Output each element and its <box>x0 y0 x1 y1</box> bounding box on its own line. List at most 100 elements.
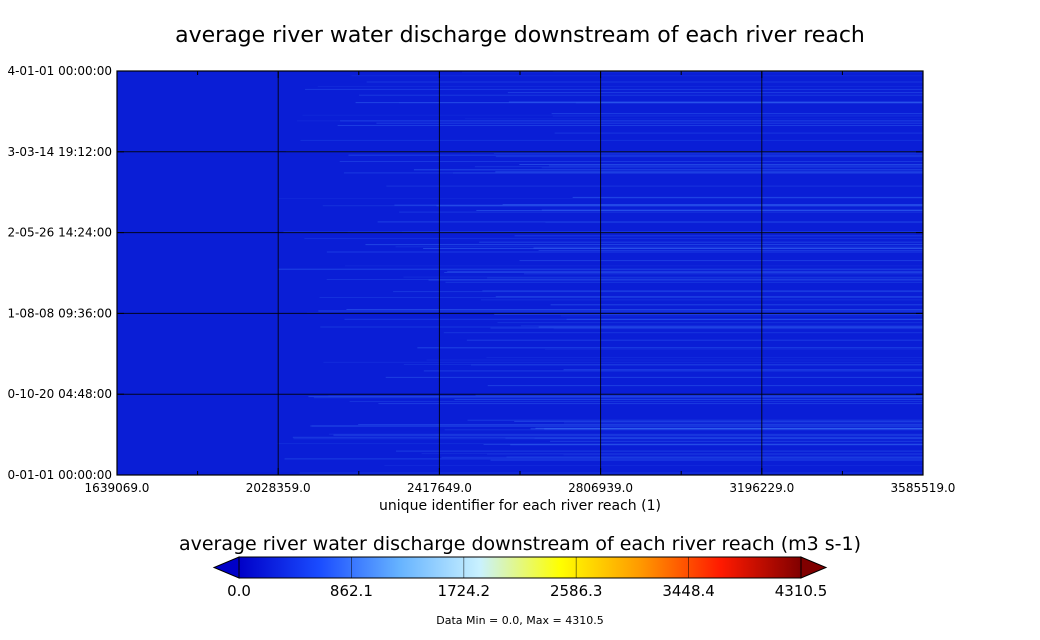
heatmap-streak <box>395 246 923 248</box>
heatmap-streak <box>428 279 923 281</box>
heatmap-streak <box>533 247 923 249</box>
colorbar-gradient <box>238 556 802 579</box>
heatmap-streak <box>441 456 923 458</box>
heatmap-streak <box>510 444 923 446</box>
heatmap-streak <box>417 347 923 349</box>
heatmap-streak <box>566 318 923 320</box>
heatmap-streak <box>466 339 923 341</box>
heatmap-streak <box>340 120 923 122</box>
heatmap-streak <box>464 118 923 120</box>
heatmap-streak <box>483 444 923 445</box>
heatmap-streak <box>308 396 923 398</box>
colorbar-tick-labels: 0.0 862.1 1724.2 2586.3 3448.4 4310.5 <box>227 582 827 600</box>
x-tick-label: 1639069.0 <box>85 481 150 495</box>
heatmap-streak <box>550 304 923 306</box>
heatmap-streak <box>541 209 923 211</box>
tick-marks <box>116 70 924 476</box>
heatmap-streak <box>296 120 923 122</box>
heatmap-streak <box>396 450 923 452</box>
heatmap-streak <box>502 204 923 205</box>
heatmap-streak <box>355 102 923 104</box>
heatmap-streak <box>514 235 923 237</box>
heatmap-streak <box>358 424 923 425</box>
x-tick-label: 2417649.0 <box>407 481 472 495</box>
heatmap-streak <box>323 361 923 363</box>
heatmap-streak <box>479 241 923 243</box>
colorbar-extend-low <box>212 556 240 579</box>
heatmap-plot-area <box>116 70 924 476</box>
heatmap-streak <box>365 244 923 246</box>
heatmap-streak <box>487 385 923 387</box>
heatmap-streak <box>384 464 923 466</box>
heatmap-streak <box>519 164 923 165</box>
y-tick-labels: 4-01-01 00:00:00 3-03-14 19:12:00 2-05-26 … <box>7 64 112 482</box>
heatmap-streak <box>413 169 923 171</box>
heatmap-streak <box>554 132 923 134</box>
heatmap-streak <box>553 328 923 330</box>
heatmap-streak <box>339 161 923 162</box>
heatmap-streak <box>486 453 923 455</box>
heatmap-streak <box>563 454 923 456</box>
heatmap-streak <box>552 115 923 117</box>
heatmap-streak <box>423 370 923 372</box>
y-tick-label: 2-05-26 14:24:00 <box>7 226 112 240</box>
heatmap-streak <box>359 94 923 96</box>
heatmap-streak <box>480 299 923 301</box>
heatmap-streak <box>475 394 923 396</box>
heatmap-streak <box>423 248 923 249</box>
heatmap-streak <box>535 427 923 429</box>
heatmap-streak <box>544 348 923 350</box>
heatmap-streak <box>560 315 923 317</box>
chart-title: average river water discharge downstream… <box>175 23 865 48</box>
y-tick-label: 0-01-01 00:00:00 <box>7 468 112 482</box>
x-tick-label: 2806939.0 <box>568 481 633 495</box>
heatmap-streak <box>454 399 923 400</box>
heatmap-streak <box>366 81 923 83</box>
heatmap-streak <box>474 166 923 168</box>
heatmap-streak <box>326 251 923 253</box>
heatmap-streak <box>443 332 923 334</box>
heatmap-streak <box>508 101 923 103</box>
heatmap-streak <box>293 438 923 440</box>
x-axis-label: unique identifier for each river reach (… <box>379 498 661 514</box>
heatmap-streak <box>337 125 923 126</box>
heatmap-streak <box>495 296 923 298</box>
heatmap-streak <box>328 395 923 397</box>
heatmap-streak <box>544 428 923 430</box>
heatmap-streak <box>523 273 923 275</box>
colorbar-tick-label: 862.1 <box>330 582 373 600</box>
heatmap-streak <box>486 357 923 358</box>
heatmap-streak <box>514 421 923 422</box>
grid-lines <box>117 71 923 475</box>
heatmap-streak <box>403 364 923 365</box>
x-tick-label: 2028359.0 <box>246 481 311 495</box>
heatmap-streak <box>377 221 923 223</box>
heatmap-streak <box>399 102 923 104</box>
heatmap-streak <box>283 231 923 233</box>
heatmap-streak <box>471 364 923 366</box>
heatmap-streak <box>318 310 923 312</box>
heatmap-streak <box>349 401 923 402</box>
colorbar-tick-label: 1724.2 <box>438 582 491 600</box>
colorbar-extend-high <box>800 556 828 579</box>
heatmap-streak <box>345 265 923 267</box>
heatmap-streak <box>467 419 923 421</box>
heatmap-streak <box>300 139 923 141</box>
heatmap-streak <box>319 297 923 298</box>
heatmap-streak <box>506 456 923 458</box>
heatmap-streak <box>530 428 923 430</box>
heatmap-streak <box>394 204 923 206</box>
y-tick-label: 1-08-08 09:36:00 <box>7 306 112 320</box>
x-tick-label: 3196229.0 <box>729 481 794 495</box>
heatmap-streak <box>482 290 923 292</box>
heatmap-streak <box>436 205 923 207</box>
heatmap-streak <box>320 326 923 328</box>
heatmap-streak <box>520 325 923 327</box>
heatmap-streak <box>495 171 923 173</box>
heatmap-streak <box>386 185 923 187</box>
heatmap-streak <box>333 434 923 436</box>
heatmap-streak <box>538 326 923 328</box>
heatmap-streak <box>534 437 923 439</box>
heatmap-streak <box>490 459 923 461</box>
